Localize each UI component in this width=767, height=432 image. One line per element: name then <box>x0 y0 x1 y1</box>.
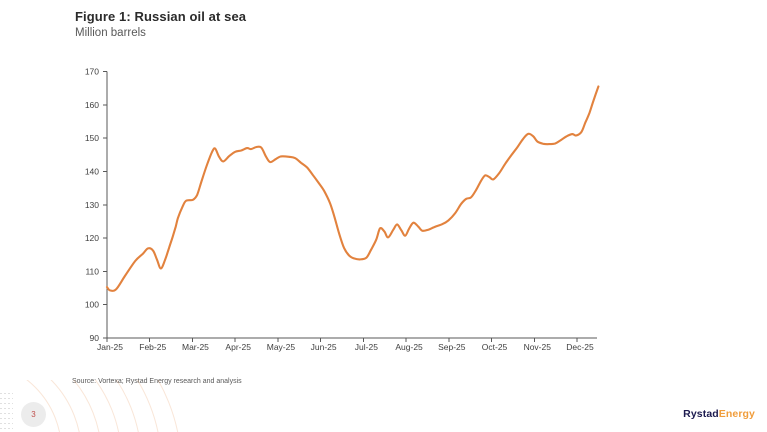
svg-text:90: 90 <box>90 333 100 343</box>
svg-text:Dec-25: Dec-25 <box>566 342 594 352</box>
svg-text:Jun-25: Jun-25 <box>311 342 337 352</box>
y-axis-labels: 90 100 110 120 130 140 150 160 170 <box>85 67 99 344</box>
page-number-badge: 3 <box>21 402 46 427</box>
svg-text:Jul-25: Jul-25 <box>355 342 378 352</box>
svg-text:110: 110 <box>85 266 99 276</box>
svg-text:170: 170 <box>85 67 99 77</box>
svg-text:Aug-25: Aug-25 <box>395 342 423 352</box>
svg-text:130: 130 <box>85 200 99 210</box>
page-number: 3 <box>31 410 36 419</box>
axes <box>103 71 597 342</box>
svg-text:140: 140 <box>85 166 99 176</box>
series-line <box>105 85 600 292</box>
logo-text-energy: Energy <box>718 408 755 420</box>
rystad-energy-logo: RystadEnergy <box>683 408 755 420</box>
svg-text:100: 100 <box>85 300 99 310</box>
x-axis-labels: Jan-25 Feb-25 Mar-25 Apr-25 May-25 Jun-25 Jul-… <box>97 342 594 352</box>
svg-text:160: 160 <box>85 100 99 110</box>
svg-text:Sep-25: Sep-25 <box>438 342 466 352</box>
svg-text:Mar-25: Mar-25 <box>182 342 209 352</box>
svg-text:Jan-25: Jan-25 <box>97 342 123 352</box>
chart-title: Figure 1: Russian oil at sea <box>75 9 247 24</box>
chart-subtitle: Million barrels <box>75 27 146 39</box>
svg-text:Apr-25: Apr-25 <box>225 342 251 352</box>
svg-text:120: 120 <box>85 233 99 243</box>
svg-text:150: 150 <box>85 133 99 143</box>
logo-text-rystad: Rystad <box>683 408 719 420</box>
svg-text:May-25: May-25 <box>267 342 296 352</box>
svg-text:Oct-25: Oct-25 <box>482 342 508 352</box>
source-note: Source: Vortexa; Rystad Energy research … <box>72 378 242 385</box>
svg-text:Nov-25: Nov-25 <box>524 342 552 352</box>
svg-text:Feb-25: Feb-25 <box>139 342 166 352</box>
